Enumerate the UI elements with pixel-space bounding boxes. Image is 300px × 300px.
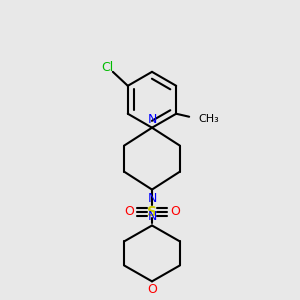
Text: N: N — [147, 192, 157, 205]
Text: O: O — [170, 205, 180, 218]
Text: O: O — [124, 205, 134, 218]
Text: S: S — [147, 205, 157, 218]
Text: N: N — [147, 211, 157, 224]
Text: O: O — [147, 284, 157, 296]
Text: CH₃: CH₃ — [198, 114, 219, 124]
Text: Cl: Cl — [102, 61, 114, 74]
Text: N: N — [147, 113, 157, 126]
